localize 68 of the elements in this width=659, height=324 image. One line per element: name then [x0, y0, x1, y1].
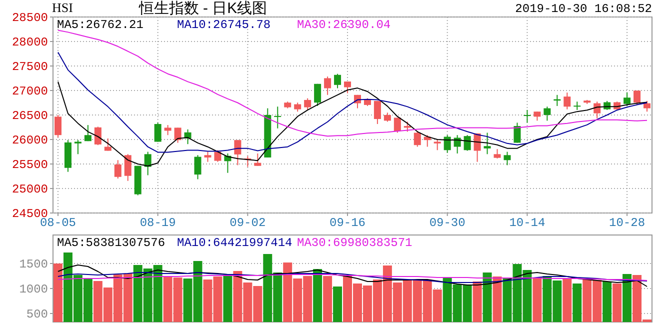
y-tick-label: 27500 — [12, 60, 48, 74]
candlestick — [114, 160, 122, 180]
candlestick — [254, 152, 262, 166]
x-tick-label: 10-28 — [609, 216, 646, 230]
candlestick — [274, 106, 282, 129]
candlestick — [504, 151, 511, 166]
candlestick — [54, 114, 62, 138]
chart-title: 恒生指数 - 日K线图 — [138, 0, 268, 17]
candlestick — [214, 150, 222, 162]
candlestick — [234, 140, 242, 166]
candlestick — [104, 138, 112, 152]
candlestick — [484, 132, 491, 155]
text: MA30:26390.04 — [297, 18, 391, 32]
y-tick-label: 26000 — [12, 134, 48, 148]
candlestick — [324, 76, 332, 96]
candlestick — [314, 83, 322, 106]
candlestick — [444, 134, 451, 154]
candlestick — [564, 92, 571, 110]
candlestick — [84, 124, 92, 142]
text: 2019-10-30 16:08:52 — [515, 2, 652, 16]
y-tick-label: 26500 — [12, 109, 48, 123]
candlestick — [624, 92, 631, 106]
candlestick — [544, 106, 551, 122]
x-tick-label: 08-19 — [140, 216, 176, 230]
y-tick-label: 1500 — [19, 258, 48, 272]
candlestick — [414, 130, 421, 148]
y-tick-label: 27000 — [12, 84, 48, 98]
candlestick — [94, 126, 102, 146]
candlestick — [454, 134, 461, 154]
candlestick — [304, 98, 312, 110]
candlestick — [394, 117, 401, 134]
candlestick — [644, 100, 651, 112]
candlestick — [194, 154, 202, 180]
candlestick — [574, 101, 581, 110]
candlestick — [384, 112, 391, 122]
text: MA5:26762.21 — [57, 18, 144, 32]
candlestick — [524, 109, 531, 124]
candlestick — [494, 148, 501, 159]
x-tick-label: 09-02 — [230, 216, 266, 230]
x-tick-label: 10-14 — [509, 216, 546, 230]
candlestick — [464, 134, 471, 152]
candlestick — [334, 73, 342, 89]
y-tick-label: 25000 — [12, 182, 48, 196]
x-tick-label: 09-30 — [429, 216, 466, 230]
candlestick — [534, 111, 541, 122]
y-tick-label: 500 — [26, 308, 48, 322]
candlestick — [154, 122, 162, 142]
y-tick-label: 25500 — [12, 158, 48, 172]
y-tick-label: 1000 — [19, 282, 48, 296]
line-series — [57, 264, 648, 287]
candlestick — [634, 90, 641, 106]
candlestick — [144, 151, 152, 176]
text: HSI — [52, 0, 73, 15]
candlestick — [124, 154, 132, 182]
candlestick — [164, 124, 172, 136]
candlestick — [344, 81, 352, 94]
series-label: MA10:64421997414 — [177, 236, 292, 250]
candlestick — [514, 122, 521, 144]
candlestick — [374, 100, 381, 125]
candlestick — [204, 151, 212, 162]
candlestick — [174, 127, 182, 144]
text: MA10:26745.78 — [177, 18, 271, 32]
candlestick — [294, 102, 302, 112]
text: MA30:69980383571 — [297, 236, 412, 250]
series-label: MA5:58381307576 — [57, 236, 166, 250]
y-tick-label: 28500 — [12, 11, 48, 25]
x-tick-label: 09-16 — [330, 216, 366, 230]
y-tick-label: 28000 — [12, 36, 48, 50]
